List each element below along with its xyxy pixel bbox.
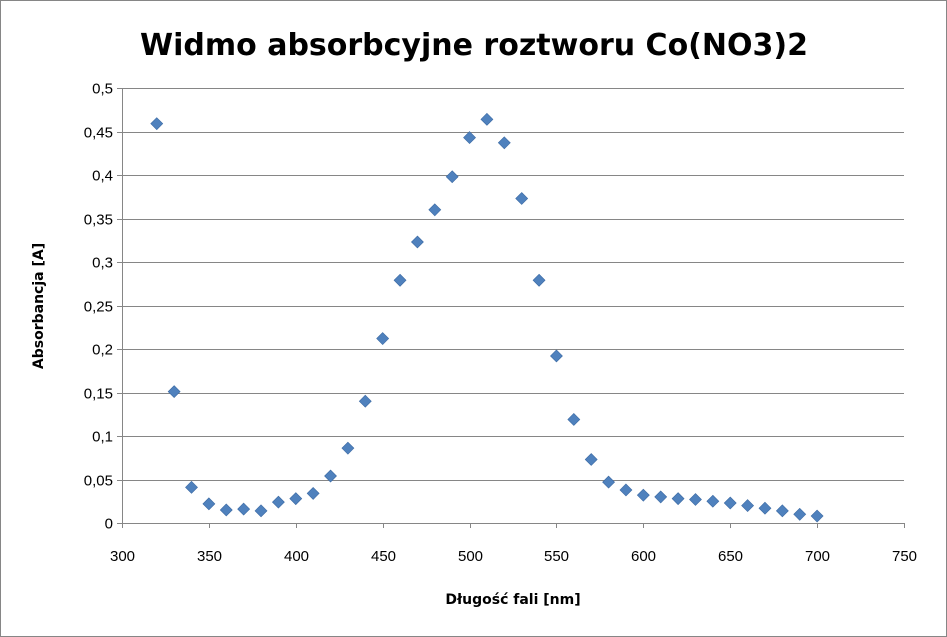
y-tick-label: 0,05 (84, 473, 113, 490)
x-tick-label: 500 (458, 548, 483, 565)
data-point (150, 117, 164, 131)
tick-labels: 0 0,05 0,1 0,15 0,2 0,25 0,3 0,35 0,4 0,45 0,5 300 3… (84, 81, 917, 566)
y-tick-label: 0,5 (92, 81, 113, 98)
y-tick-label: 0,3 (92, 255, 113, 272)
x-tick-label: 550 (544, 548, 569, 565)
y-tick-label: 0,45 (84, 125, 113, 142)
data-point (428, 203, 442, 217)
y-tick-label: 0,2 (92, 342, 113, 359)
grid-layer (122, 88, 904, 481)
data-point (758, 501, 772, 515)
y-tick-label: 0,1 (92, 429, 113, 446)
data-point (689, 493, 702, 506)
data-point (775, 504, 789, 518)
data-point (376, 332, 390, 345)
data-point (810, 509, 824, 523)
y-tick-label: 0,15 (84, 386, 113, 403)
chart-title: Widmo absorbcyjne roztworu Co(NO3)2 (140, 28, 808, 63)
x-axis-title: Długość fali [nm] (445, 592, 580, 608)
y-tick-label: 0,4 (92, 168, 113, 185)
y-tick-label: 0 (105, 516, 113, 533)
data-point (324, 469, 337, 483)
data-point (515, 192, 529, 205)
data-point (410, 235, 424, 249)
x-tick-label: 400 (284, 548, 309, 565)
data-point (497, 136, 511, 150)
x-tick-label: 450 (371, 548, 396, 565)
data-point (636, 488, 650, 502)
data-point (185, 480, 198, 494)
x-tick-label: 700 (805, 548, 830, 565)
data-point (741, 499, 755, 513)
x-tick-label: 650 (718, 548, 743, 565)
x-tick-label: 600 (631, 548, 656, 565)
data-point (306, 486, 320, 500)
x-tick-label: 350 (197, 548, 222, 565)
data-point (202, 497, 216, 511)
data-point (567, 413, 581, 426)
data-point (219, 503, 233, 517)
data-point (532, 273, 546, 287)
data-point (654, 490, 668, 504)
data-point (793, 507, 807, 521)
data-point (550, 349, 563, 363)
data-point (463, 131, 476, 145)
data-point (289, 492, 303, 506)
y-tick-label: 0,35 (84, 212, 113, 229)
data-point (358, 394, 372, 408)
data-points (150, 112, 824, 523)
data-point (480, 112, 494, 126)
data-point (723, 496, 737, 510)
data-point (445, 170, 459, 184)
x-tick-label: 300 (110, 548, 135, 565)
x-tick-label: 750 (892, 548, 917, 565)
axis-layer (117, 88, 905, 528)
data-point (341, 441, 355, 455)
y-tick-label: 0,25 (84, 299, 113, 316)
data-point (584, 453, 598, 466)
y-axis-title: Absorbancja [A] (31, 243, 47, 369)
data-point (393, 273, 407, 287)
data-point (671, 492, 685, 506)
data-point (237, 502, 251, 516)
data-point (271, 495, 285, 509)
data-point (619, 483, 633, 497)
data-point (706, 494, 720, 508)
data-point (602, 475, 616, 489)
data-point (167, 385, 181, 399)
data-point (254, 504, 268, 518)
